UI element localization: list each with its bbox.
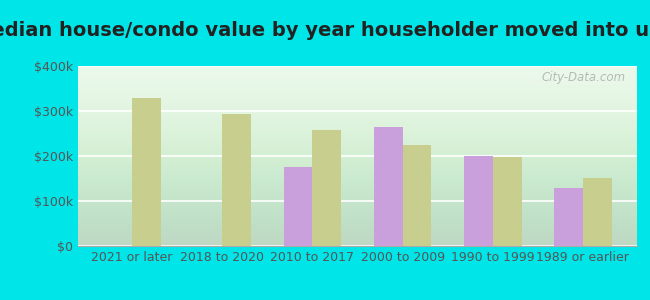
Bar — [222, 114, 251, 246]
Bar — [493, 157, 521, 246]
Bar — [374, 127, 402, 246]
Bar — [554, 188, 583, 246]
Bar — [583, 178, 612, 246]
Bar — [402, 145, 432, 246]
Text: Median house/condo value by year householder moved into unit: Median house/condo value by year househo… — [0, 21, 650, 40]
Bar — [313, 130, 341, 246]
Bar — [132, 98, 161, 246]
Bar — [464, 156, 493, 246]
Bar — [283, 167, 313, 246]
Text: City-Data.com: City-Data.com — [541, 71, 626, 84]
